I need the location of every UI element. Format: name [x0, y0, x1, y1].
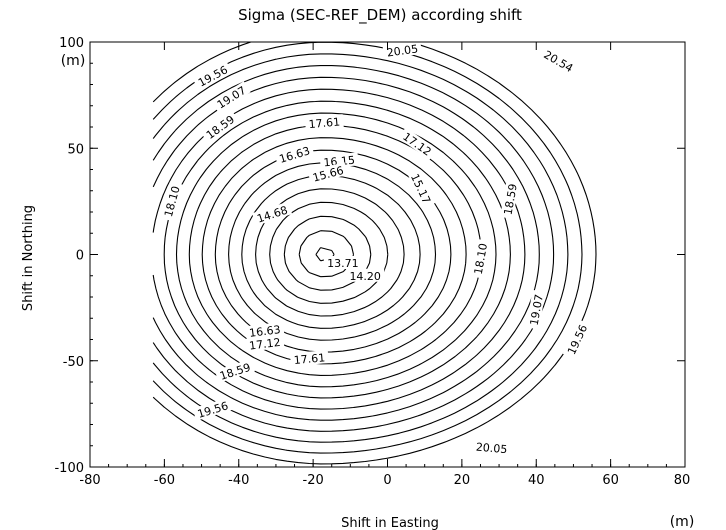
- axes: -80 -60 -40 -20 0 20 40 60 80 -100 -50 0 50 100: [54, 36, 690, 488]
- contour-line: [228, 162, 437, 341]
- contour-label-bg: [539, 45, 579, 76]
- contour-line: [152, 53, 569, 443]
- contour-line: [152, 88, 526, 410]
- contour-label: 20.05: [386, 42, 419, 59]
- contour-label-bg: [274, 142, 315, 166]
- y-tick-label: 100: [59, 36, 84, 51]
- contour-label: 17.61: [308, 115, 341, 131]
- contour-label-bg: [200, 110, 240, 144]
- x-tick-label: 60: [602, 473, 619, 488]
- contour-label: 17.61: [293, 351, 326, 367]
- contour-label-bg: [192, 397, 233, 421]
- contour-label-bg: [472, 439, 512, 456]
- x-tick-label: 0: [383, 473, 391, 488]
- contour-label-bg: [192, 60, 233, 91]
- contour-label: 15.17: [408, 172, 433, 206]
- contour-label-bg: [346, 268, 385, 282]
- contour-line: [201, 137, 467, 365]
- contour-label: 17.12: [248, 336, 281, 353]
- contour-label-bg: [160, 181, 183, 222]
- contour-label: 16.15: [323, 154, 356, 170]
- x-tick-label: 20: [454, 473, 471, 488]
- contour-label-bg: [289, 349, 329, 367]
- contour-label: 13.71: [327, 257, 359, 270]
- contour-label: 14.20: [349, 270, 381, 283]
- contour-label: 18.59: [502, 183, 520, 216]
- y-unit-label: (m): [61, 53, 86, 69]
- contour-label: 20.05: [475, 441, 508, 457]
- contour-line: [152, 76, 540, 421]
- contour-label: 14.68: [255, 204, 289, 226]
- contour-label-bg: [251, 201, 293, 226]
- x-axis-label: Shift in Easting: [341, 516, 439, 530]
- contour-label-bg: [526, 289, 546, 330]
- contour-label: 20.54: [541, 48, 575, 75]
- contour-label-bg: [398, 127, 437, 160]
- contour-label: 19.56: [196, 399, 230, 421]
- contour-label: 19.56: [565, 323, 590, 357]
- y-tick-label: -100: [54, 461, 84, 476]
- contour-label: 15.66: [311, 164, 345, 185]
- x-tick-label: 40: [528, 473, 545, 488]
- contour-label-bg: [407, 168, 436, 209]
- contour-label-bg: [304, 114, 344, 131]
- contour-label: 19.07: [528, 293, 546, 326]
- x-tick-label: -20: [303, 473, 324, 488]
- y-tick-label: -50: [63, 355, 84, 370]
- contour-label: 18.10: [472, 242, 490, 275]
- chart-title: Sigma (SEC-REF_DEM) according shift: [238, 6, 522, 25]
- contour-line: [152, 65, 555, 432]
- contour-line: [269, 201, 389, 304]
- contour-line: [255, 188, 405, 317]
- contour-label-bg: [562, 319, 591, 360]
- contour-label-bg: [382, 40, 423, 60]
- contour-label: 19.56: [196, 63, 230, 89]
- x-tick-label: 80: [674, 473, 691, 488]
- contour-line: [163, 100, 511, 399]
- contour-label-bg: [211, 81, 251, 113]
- contour-label-bg: [500, 179, 520, 220]
- contour-label-bg: [470, 238, 490, 279]
- y-axis-label: Shift in Northing: [21, 205, 36, 311]
- contour-line: [175, 112, 497, 388]
- contour-label-bg: [245, 334, 285, 353]
- contour-label-bg: [214, 358, 255, 383]
- contour-label-bg: [245, 321, 285, 340]
- x-unit-label: (m): [670, 514, 695, 530]
- y-tick-label: 0: [76, 249, 84, 264]
- contour-label-bg: [319, 152, 359, 169]
- y-tick-label: 50: [67, 142, 84, 157]
- contour-label-bg: [307, 162, 348, 185]
- x-tick-label: -60: [154, 473, 175, 488]
- contour-label: 16.63: [278, 144, 312, 166]
- contour-label-bg: [323, 256, 362, 269]
- contour-line: [241, 175, 421, 329]
- x-tick-label: -80: [79, 473, 100, 488]
- x-tick-label: -40: [228, 473, 249, 488]
